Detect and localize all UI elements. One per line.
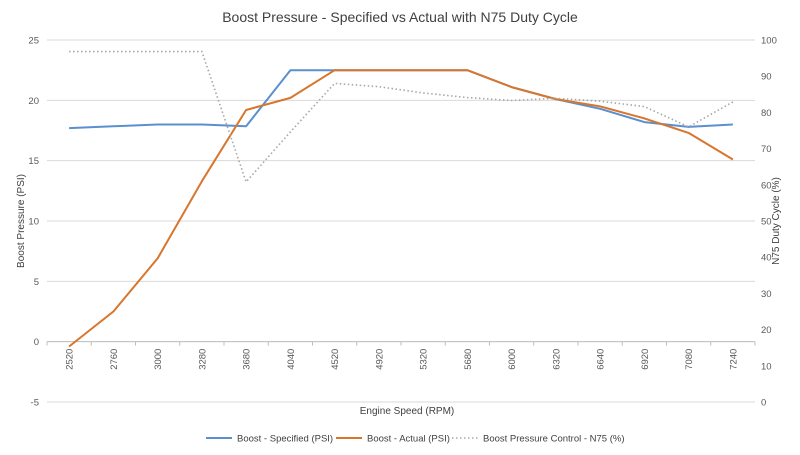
x-tick-label: 4520 [330,349,341,370]
y-tick-label: 25 [28,36,39,47]
y2-tick-label: 30 [761,289,772,300]
series-line-2 [68,69,734,348]
x-tick-label: 6000 [507,349,518,370]
x-tick-label: 5680 [463,349,474,370]
x-tick-label: 5320 [419,349,430,370]
x-tick-label: 4920 [374,349,385,370]
x-tick-label: 3280 [197,349,208,370]
y-tick-label: 5 [34,277,39,288]
y2-tick-label: 40 [761,253,772,264]
y2-tick-label: 60 [761,180,772,191]
y2-tick-label: 50 [761,217,772,228]
x-tick-label: 4040 [286,349,297,370]
y2-tick-label: 10 [761,361,772,372]
y2-tick-label: 80 [761,108,772,119]
gridlines [46,39,756,403]
x-tick-label: 6920 [640,349,651,370]
legend-label-1: Boost - Specified (PSI) [237,434,333,445]
series-line-1 [69,69,733,130]
y-tick-label: -5 [31,398,39,409]
x-tick-label: 7080 [684,349,695,370]
x-tick-label: 2520 [65,349,76,370]
y2-tick-label: 70 [761,144,772,155]
x-tick-label: 6640 [596,349,607,370]
y-tick-label: 20 [28,96,39,107]
chart-title: Boost Pressure - Specified vs Actual wit… [222,9,578,25]
x-tick-label: 7240 [728,349,739,370]
x-tick-label: 6320 [551,349,562,370]
y2-tick-label: 90 [761,72,772,83]
y-tick-label: 15 [28,156,39,167]
y-tick-label: 0 [34,337,39,348]
series-lines [68,50,734,348]
y2-tick-label: 100 [761,36,777,47]
y2-axis-title: N75 Duty Cycle (%) [771,177,782,265]
y-axis-title: Boost Pressure (PSI) [16,174,27,268]
x-tick-label: 2760 [109,349,120,370]
legend-label-3: Boost Pressure Control - N75 (%) [483,434,625,445]
x-axis-title: Engine Speed (RPM) [360,406,455,417]
y-tick-label: 10 [28,217,39,228]
y2-tick-label: 20 [761,325,772,336]
x-tick-label: 3000 [153,349,164,370]
x-tick-label: 3680 [242,349,253,370]
legend: Boost - Specified (PSI) Boost - Actual (P… [206,434,625,445]
legend-label-2: Boost - Actual (PSI) [367,434,450,445]
y2-tick-label: 0 [761,398,766,409]
